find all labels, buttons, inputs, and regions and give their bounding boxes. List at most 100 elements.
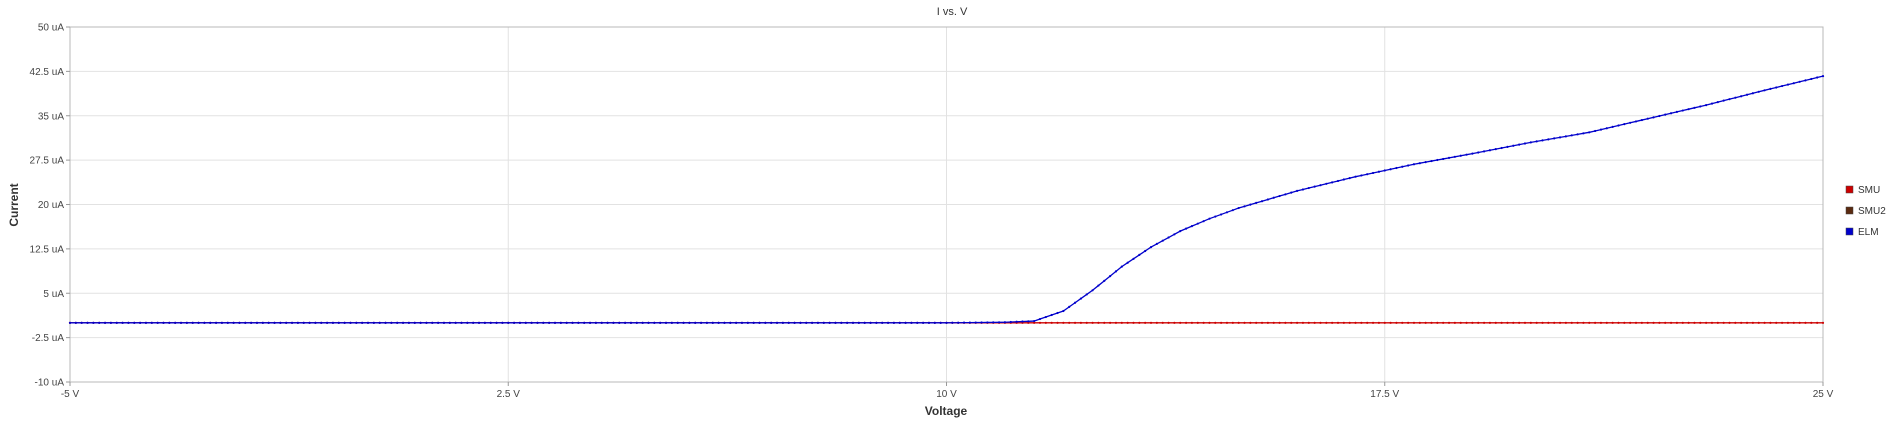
data-point <box>267 321 270 324</box>
data-point <box>1202 220 1205 223</box>
data-point <box>1313 185 1316 188</box>
data-point <box>1021 320 1024 323</box>
data-point <box>1658 114 1661 118</box>
data-point <box>1144 321 1147 324</box>
data-point <box>1319 184 1322 187</box>
data-point <box>1325 321 1328 324</box>
data-point <box>1179 321 1182 324</box>
data-point <box>1231 321 1234 324</box>
data-point <box>980 321 983 324</box>
data-point <box>857 321 860 324</box>
data-point <box>74 321 77 324</box>
data-point <box>811 321 814 324</box>
data-point <box>828 321 831 324</box>
data-point <box>1424 161 1427 164</box>
data-point <box>624 321 627 324</box>
data-point <box>1296 321 1299 324</box>
data-point <box>1190 225 1194 228</box>
data-point <box>723 321 726 324</box>
data-point <box>588 321 592 324</box>
data-point <box>355 321 358 324</box>
data-point <box>1255 321 1258 324</box>
data-point <box>1757 90 1760 93</box>
data-point <box>1687 321 1690 324</box>
legend-label-elm: ELM <box>1858 227 1879 238</box>
data-point <box>1500 321 1503 324</box>
x-tick-label: -5 V <box>61 389 80 400</box>
data-point <box>1488 321 1492 324</box>
data-point <box>308 321 311 324</box>
data-point <box>1220 213 1223 216</box>
data-point <box>1144 249 1147 253</box>
data-point <box>349 321 352 324</box>
data-point <box>1395 166 1398 170</box>
data-point <box>1705 104 1708 107</box>
data-point <box>1377 170 1381 173</box>
legend-swatch-smu2 <box>1845 206 1854 215</box>
data-point <box>209 321 212 324</box>
data-point <box>1710 102 1714 105</box>
grid-lines <box>69 26 1824 383</box>
data-point <box>834 321 837 324</box>
data-point <box>1412 163 1416 166</box>
data-point <box>144 321 148 324</box>
data-point <box>1301 321 1305 324</box>
data-point <box>1430 159 1433 163</box>
data-point <box>314 321 317 324</box>
data-point <box>156 321 159 324</box>
data-point <box>1126 261 1129 264</box>
data-point <box>1167 236 1170 239</box>
data-point <box>1044 321 1047 324</box>
data-point <box>577 321 580 324</box>
data-point <box>559 321 562 324</box>
data-point <box>109 321 112 324</box>
legend-label-smu2: SMU2 <box>1858 206 1886 217</box>
data-point <box>302 321 305 324</box>
data-point <box>419 321 422 324</box>
data-point <box>1149 246 1153 249</box>
data-point <box>787 321 790 324</box>
data-point <box>1576 321 1579 324</box>
data-point <box>250 321 253 324</box>
y-tick-label: 20 uA <box>38 200 64 211</box>
data-point <box>1272 321 1275 324</box>
data-point <box>1284 193 1287 196</box>
data-point <box>1494 148 1497 151</box>
data-point <box>1710 321 1714 324</box>
data-point <box>203 321 206 324</box>
data-point <box>1290 321 1293 324</box>
data-point <box>1009 320 1012 324</box>
data-point <box>460 321 463 324</box>
data-point <box>1109 321 1112 324</box>
data-point <box>729 321 732 324</box>
data-point <box>1371 321 1375 324</box>
data-point <box>530 321 533 324</box>
data-point <box>1027 320 1030 323</box>
data-point <box>477 321 481 324</box>
data-point <box>1249 321 1252 324</box>
data-point <box>799 321 802 324</box>
legend: SMU SMU2 ELM <box>1845 185 1886 238</box>
x-tick-label: 10 V <box>936 389 957 400</box>
data-point <box>466 321 469 324</box>
data-point <box>1535 140 1538 143</box>
data-point <box>448 321 451 324</box>
data-point <box>1453 155 1456 158</box>
data-point <box>80 321 83 324</box>
data-point <box>1395 321 1398 324</box>
data-point <box>121 321 124 324</box>
data-point <box>1658 321 1661 324</box>
data-point <box>1366 321 1369 324</box>
data-point <box>115 321 118 324</box>
y-axis-ticks: -10 uA -2.5 uA 5 uA 12.5 uA 20 uA 27.5 uA 35 u… <box>30 23 70 389</box>
data-point <box>1430 321 1433 324</box>
data-point <box>1781 321 1784 324</box>
data-point <box>1570 321 1573 324</box>
data-point <box>752 321 755 324</box>
data-point <box>1728 321 1731 324</box>
data-point <box>1669 112 1673 115</box>
data-point <box>1816 321 1819 324</box>
data-point <box>635 321 638 324</box>
data-point <box>285 321 288 324</box>
